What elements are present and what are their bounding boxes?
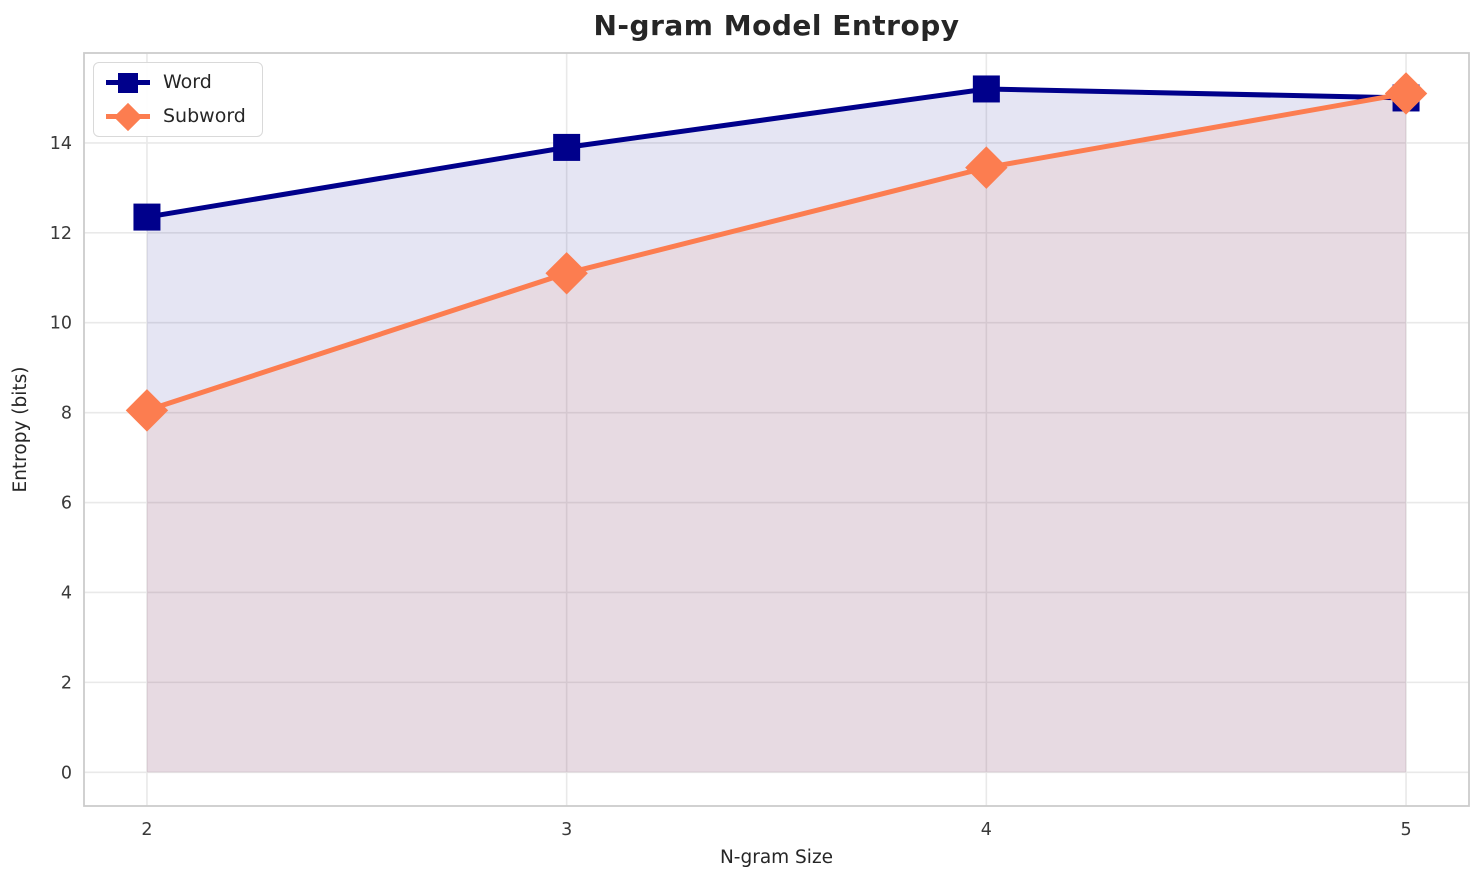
series-line [144,86,1409,220]
data-point-marker [553,133,581,161]
data-point-marker [125,389,169,432]
legend: Word Subword [93,62,263,137]
y-tick-label: 8 [61,404,72,424]
legend-label-word: Word [163,71,212,93]
chart-title: N-gram Model Entropy [593,9,960,42]
area-fills [146,88,1407,773]
y-tick-label: 6 [61,494,72,514]
y-tick-label: 4 [61,583,72,603]
y-tick-label: 14 [50,134,72,154]
data-series [125,72,1428,432]
data-point-marker [133,203,161,231]
legend-item-word: Word [106,69,246,96]
subword-diamond-marker-icon [106,102,150,131]
area-fill [146,93,1407,773]
x-tick-labels: 2 3 4 5 [141,820,1411,840]
x-axis-label: N-gram Size [720,847,833,868]
x-tick-label: 2 [141,820,152,840]
plot-border [83,52,1470,807]
y-tick-label: 0 [61,763,72,783]
x-tick-label: 4 [981,820,992,840]
area-fill [146,88,1407,773]
x-tick-label: 5 [1400,820,1411,840]
y-tick-labels: 0 2 4 6 8 10 12 14 [50,134,72,783]
series-line [144,90,1409,413]
x-tick-label: 3 [561,820,572,840]
word-square-marker-icon [106,69,150,96]
data-point-marker [972,75,1000,103]
legend-label-subword: Subword [163,105,246,127]
gridlines [84,53,1469,806]
y-tick-label: 12 [50,224,72,244]
y-tick-label: 2 [61,673,72,693]
y-axis-label: Entropy (bits) [10,367,31,493]
legend-item-subword: Subword [106,102,246,131]
data-point-marker [1384,72,1428,115]
y-tick-label: 10 [50,314,72,334]
